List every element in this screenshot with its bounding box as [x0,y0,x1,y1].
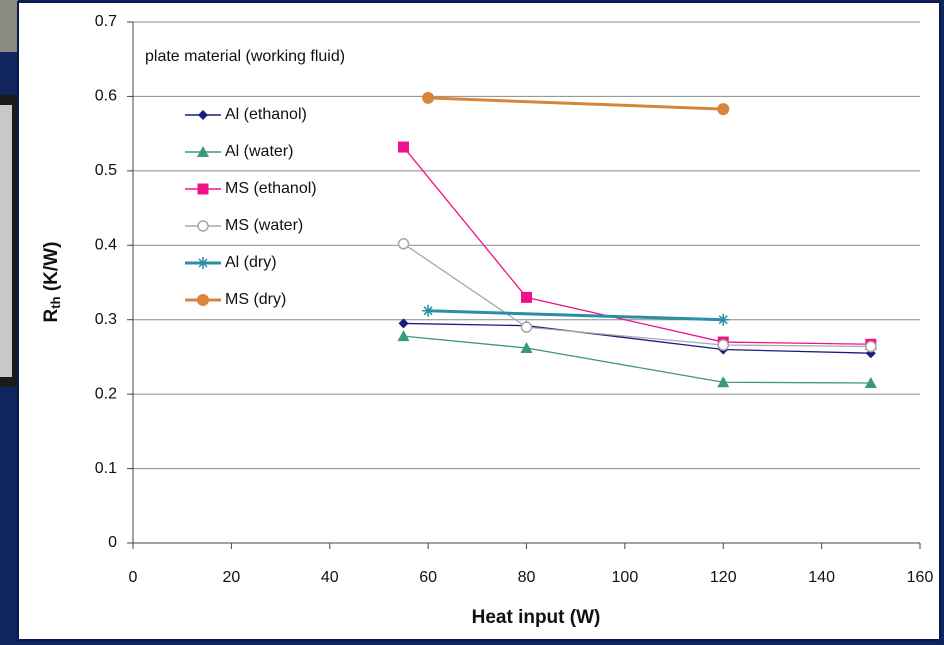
y-label-rest: (K/W) [41,242,62,297]
x-tick-label: 160 [907,569,934,586]
marker [398,141,410,153]
legend-label: Al (water) [225,143,293,160]
x-tick-label: 40 [321,569,339,586]
chart-area [17,1,941,641]
legend-title: plate material (working fluid) [145,48,345,65]
marker [197,220,209,232]
y-axis-label: Rth (K/W) [41,242,63,323]
series-line [403,243,871,348]
left-panel [0,105,12,377]
marker [197,294,209,306]
x-axis-label: Heat input (W) [472,607,601,628]
marker [397,330,410,342]
marker [397,238,410,250]
series-line [403,322,871,354]
x-tick-label: 60 [419,569,437,586]
y-tick-label: 0.6 [95,88,117,105]
marker [197,183,209,195]
legend-label: MS (ethanol) [225,180,317,197]
y-tick-label: 0.2 [95,385,117,402]
x-tick-label: 20 [222,569,240,586]
marker [865,340,877,353]
series-line [403,146,871,345]
legend-label: Al (ethanol) [225,106,307,123]
series-line [428,96,724,111]
series-line [428,309,724,322]
marker [520,321,533,333]
marker [422,91,435,104]
marker [521,291,532,303]
x-tick-label: 0 [129,569,138,586]
x-tick-label: 120 [710,569,737,586]
legend-label: MS (water) [225,217,303,234]
marker [864,376,877,388]
y-label-main: R [41,308,62,322]
marker [717,339,729,351]
marker [398,318,409,329]
legend-label: MS (dry) [225,291,286,308]
x-tick-label: 140 [808,569,835,586]
series-line [403,335,871,384]
y-label-sub: th [48,296,63,308]
marker [422,304,435,317]
marker [197,257,209,269]
y-tick-label: 0.3 [95,311,117,328]
x-tick-label: 100 [612,569,639,586]
y-tick-label: 0.5 [95,162,117,179]
marker [717,376,730,388]
y-tick-label: 0.7 [95,13,117,30]
y-tick-label: 0.1 [95,460,117,477]
y-tick-label: 0.4 [95,237,117,254]
marker [717,313,730,326]
marker [520,341,533,353]
marker [717,103,730,116]
marker [198,110,208,120]
x-tick-label: 80 [518,569,536,586]
y-tick-label: 0 [108,534,117,551]
left-photo [0,0,18,52]
marker [197,146,209,157]
legend-label: Al (dry) [225,254,277,271]
chart: plate material (working fluid) Heat inpu… [41,48,600,628]
